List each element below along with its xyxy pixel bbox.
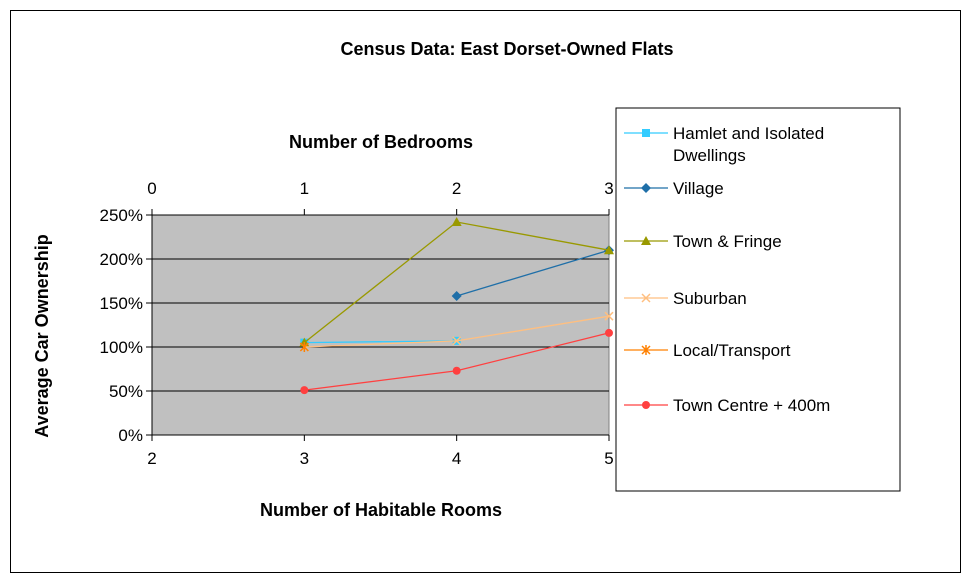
y-tick-label: 100%	[100, 338, 143, 357]
legend-label: Hamlet and Isolated Dwellings	[673, 124, 824, 165]
x2-tick-label: 0	[147, 179, 156, 198]
plot-area	[151, 214, 610, 436]
legend-marker	[641, 236, 651, 245]
legend-box	[615, 107, 901, 492]
data-point	[451, 290, 462, 301]
legend-label: Town Centre + 400m	[673, 396, 830, 415]
x-tick-label: 5	[604, 449, 613, 468]
legend-label: Local/Transport	[673, 341, 791, 360]
data-point	[605, 328, 613, 337]
x-axis-title: Number of Habitable Rooms	[260, 500, 502, 520]
x2-tick-label: 2	[452, 179, 461, 198]
chart-svg: Census Data: East Dorset-Owned Flats Num…	[32, 39, 901, 520]
x2-tick-label: 1	[300, 179, 309, 198]
y-tick-label: 150%	[100, 294, 143, 313]
y-tick-label: 0%	[118, 426, 143, 445]
y-axis-title: Average Car Ownership	[32, 234, 52, 437]
legend-marker	[642, 401, 650, 409]
data-point	[604, 311, 614, 321]
series-line	[304, 340, 457, 344]
data-point	[452, 336, 462, 346]
legend-label: Town & Fringe	[673, 232, 782, 251]
data-point	[451, 217, 462, 227]
x-tick-label: 2	[147, 449, 156, 468]
data-point	[604, 245, 614, 255]
legend-marker	[641, 345, 651, 355]
x-tick-label: 4	[452, 449, 461, 468]
x-tick-label: 3	[300, 449, 309, 468]
chart-title: Census Data: East Dorset-Owned Flats	[340, 39, 673, 59]
x2-tick-label: 3	[604, 179, 613, 198]
y-tick-label: 50%	[109, 382, 143, 401]
legend-marker	[641, 293, 651, 303]
chart-frame: Census Data: East Dorset-Owned Flats Num…	[10, 10, 961, 573]
legend-label: Suburban	[673, 289, 747, 308]
x2-axis-title: Number of Bedrooms	[289, 132, 473, 152]
legend-marker	[642, 129, 650, 137]
data-point	[299, 342, 309, 352]
legend-label: Village	[673, 179, 724, 198]
series-line	[456, 249, 610, 297]
legend-marker	[641, 183, 651, 193]
data-point	[300, 386, 309, 395]
y-tick-label: 200%	[100, 250, 143, 269]
data-point	[452, 366, 461, 375]
y-tick-label: 250%	[100, 206, 143, 225]
